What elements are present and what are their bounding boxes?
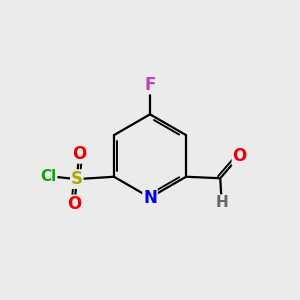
Text: O: O <box>232 147 247 165</box>
Text: O: O <box>72 145 86 163</box>
Text: F: F <box>144 76 156 94</box>
Text: O: O <box>67 195 82 213</box>
Text: H: H <box>215 195 228 210</box>
Text: Cl: Cl <box>40 169 57 184</box>
Text: S: S <box>71 170 83 188</box>
Text: N: N <box>143 189 157 207</box>
